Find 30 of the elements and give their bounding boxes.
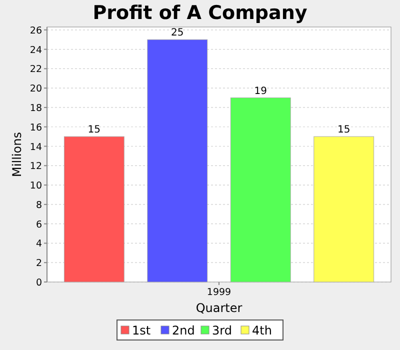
y-tick-label: 22 bbox=[30, 64, 42, 76]
y-axis-title: Millions bbox=[10, 132, 24, 177]
legend-label: 1st bbox=[132, 324, 151, 338]
x-tick-label: 1999 bbox=[206, 287, 232, 298]
legend-label: 2nd bbox=[172, 324, 195, 338]
y-tick-label: 4 bbox=[36, 238, 42, 250]
bar bbox=[147, 39, 208, 282]
y-tick-label: 20 bbox=[30, 84, 42, 95]
y-tick-label: 12 bbox=[30, 161, 42, 172]
bar bbox=[230, 98, 291, 282]
y-tick-label: 16 bbox=[30, 122, 42, 134]
y-tick-label: 8 bbox=[36, 200, 42, 211]
y-tick-label: 24 bbox=[30, 44, 42, 56]
y-tick-label: 2 bbox=[36, 258, 42, 270]
x-axis-title: Quarter bbox=[196, 301, 242, 315]
data-label: 15 bbox=[88, 124, 101, 136]
bar bbox=[64, 136, 124, 282]
chart-title: Profit of A Company bbox=[92, 2, 308, 24]
y-tick-label: 14 bbox=[30, 142, 42, 153]
data-label: 25 bbox=[171, 28, 184, 39]
y-tick-label: 10 bbox=[30, 180, 42, 192]
data-label: 19 bbox=[254, 86, 267, 97]
y-tick-label: 6 bbox=[36, 219, 42, 230]
bar bbox=[314, 136, 374, 282]
y-tick-label: 18 bbox=[30, 102, 42, 114]
y-tick-label: 0 bbox=[36, 278, 42, 288]
y-tick-label: 26 bbox=[30, 25, 42, 36]
legend-label: 4th bbox=[252, 324, 272, 338]
legend-label: 3rd bbox=[212, 324, 232, 338]
data-label: 15 bbox=[337, 124, 350, 136]
